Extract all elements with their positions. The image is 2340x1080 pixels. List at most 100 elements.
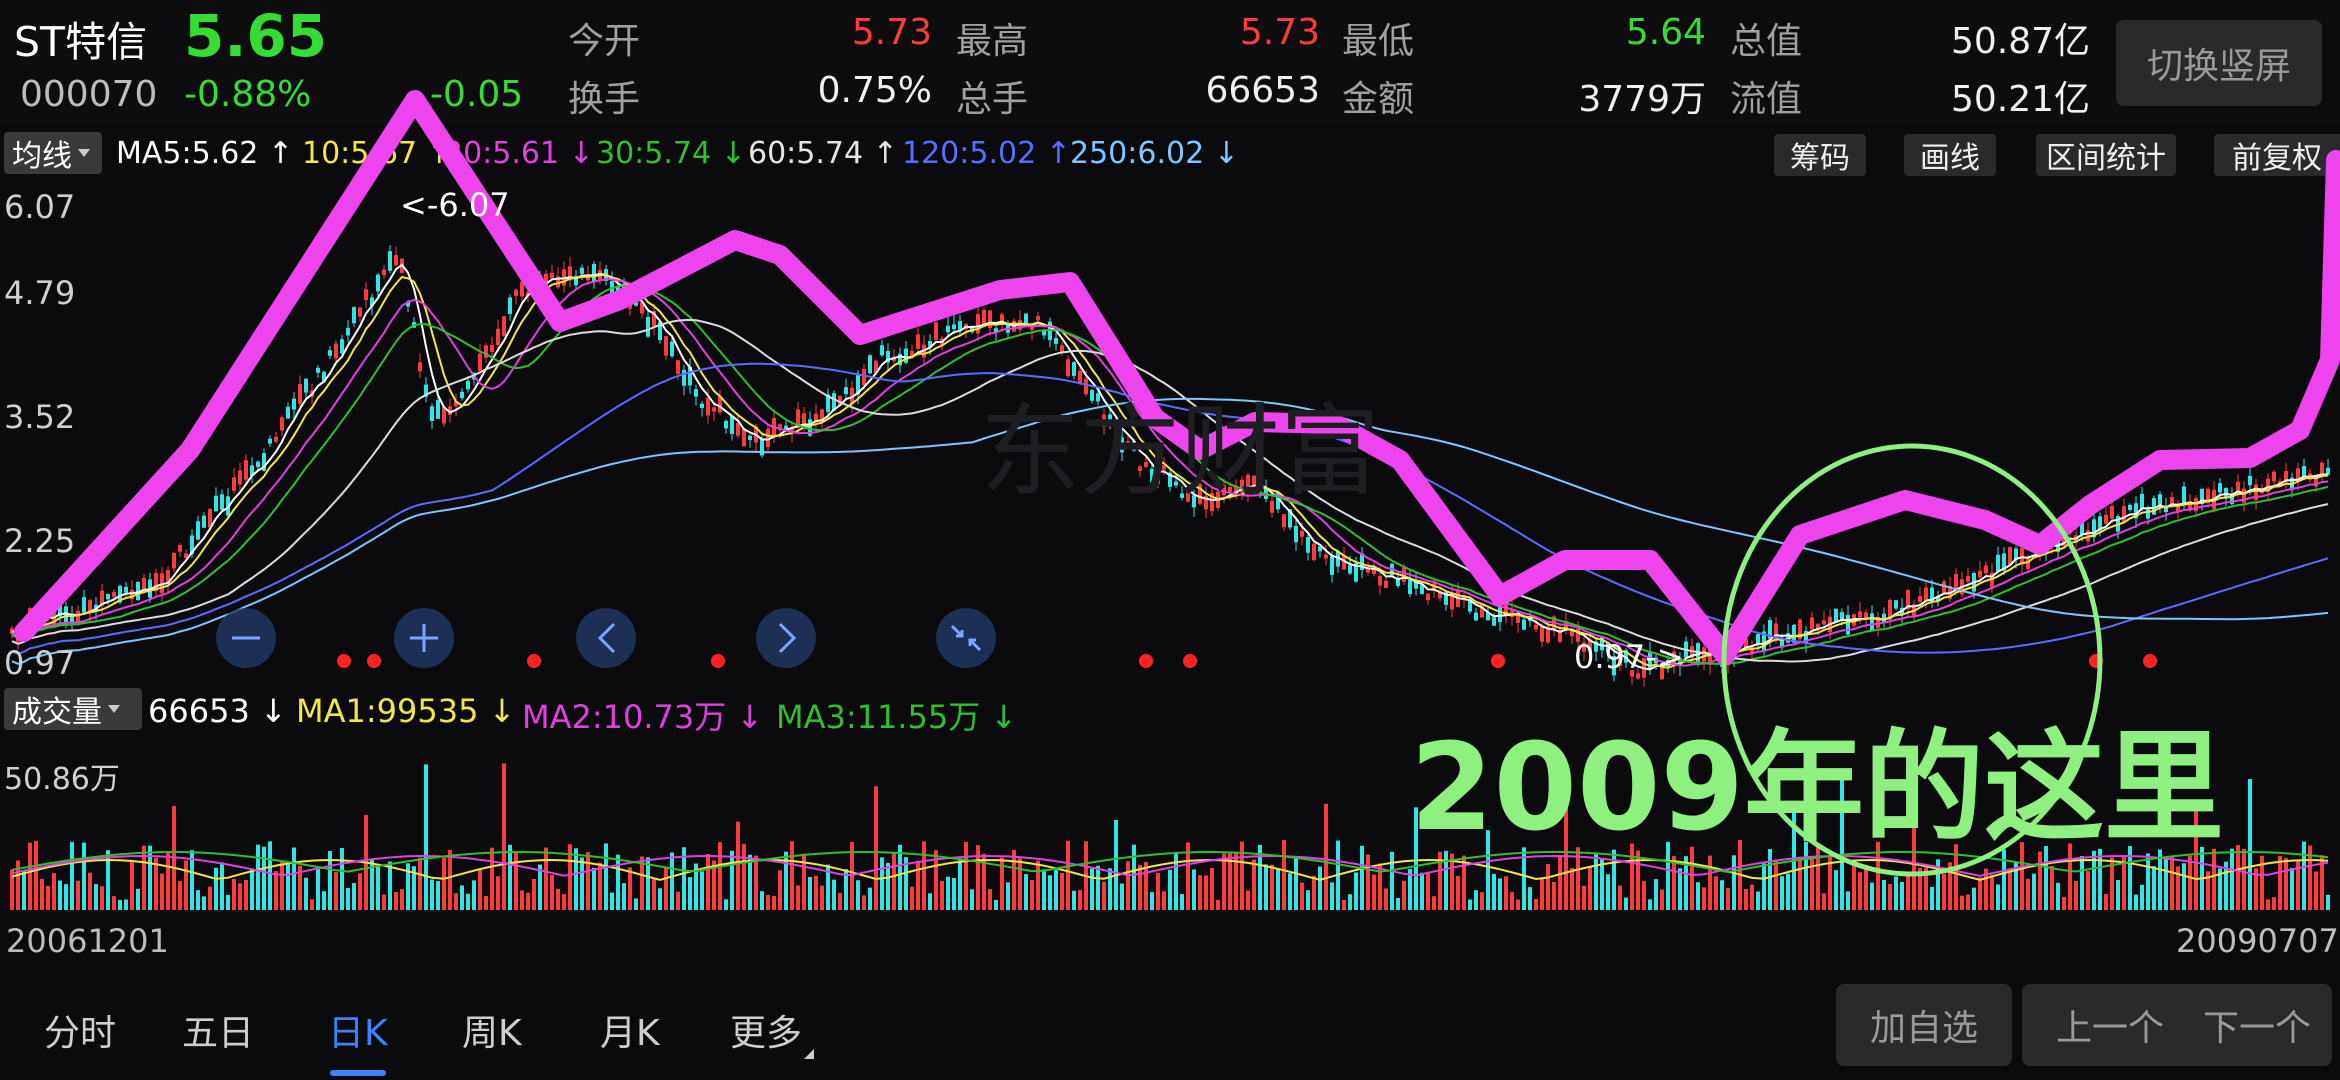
volume-bar (1378, 863, 1382, 910)
candle-body (136, 582, 140, 601)
candle-body (1024, 313, 1028, 325)
zoom-in-button[interactable] (394, 608, 454, 668)
scroll-left-button[interactable] (576, 608, 636, 668)
candle-body (178, 544, 182, 552)
draw-line-button[interactable]: 画线 (1904, 134, 1996, 176)
volume-bar (1528, 887, 1532, 910)
candle-body (130, 589, 134, 600)
volume-bar (1654, 879, 1658, 910)
volume-bar (1054, 869, 1058, 910)
chip-distribution-button[interactable]: 筹码 (1774, 134, 1866, 176)
zoom-out-button[interactable] (216, 608, 276, 668)
volume-bar (1780, 876, 1784, 910)
forward-adjust-button[interactable]: 前复权 (2214, 134, 2340, 176)
volume-bar (346, 887, 350, 910)
candle-body (562, 269, 566, 286)
low-price-marker: 0.97-> (1574, 638, 1684, 676)
change-amount: -0.05 (430, 74, 524, 115)
volume-bar (2122, 856, 2126, 910)
volume-bar (2152, 866, 2156, 910)
volume-bar (124, 899, 128, 910)
candle-body (724, 420, 728, 429)
volume-bar (1390, 851, 1394, 910)
quote-label-amount: 金额 (1342, 79, 1415, 120)
candle-body (376, 274, 380, 292)
volume-bar (1024, 874, 1028, 910)
candle-body (928, 341, 932, 347)
volume-bar (394, 891, 398, 910)
collapse-button[interactable] (936, 608, 996, 668)
candle-body (784, 425, 788, 430)
volume-bar (2110, 857, 2114, 910)
volume-bar (82, 842, 86, 910)
candle-body (406, 302, 410, 307)
candle-body (490, 344, 494, 353)
add-watchlist-button[interactable]: 加自选 (1836, 984, 2012, 1066)
candle-body (100, 590, 104, 606)
volume-bar (838, 892, 842, 910)
volume-bar (70, 841, 74, 910)
volume-bar (76, 880, 80, 910)
volume-bar (568, 844, 572, 910)
volume-bar (994, 899, 998, 910)
candle-body (1942, 581, 1946, 594)
volume-bar (2266, 899, 2270, 910)
previous-stock-button[interactable]: 上一个 (2022, 984, 2198, 1066)
volume-bar (598, 862, 602, 910)
candle-body (880, 345, 884, 356)
tab-weekly-k[interactable]: 周K (462, 1013, 522, 1054)
candle-body (658, 322, 662, 341)
volume-bar (1648, 899, 1652, 910)
period-tab-bar: 分时 五日 日K 周K 月K 更多 加自选 上一个 下一个 (0, 970, 2340, 1080)
volume-bar (1774, 859, 1778, 910)
volume-bar (298, 865, 302, 910)
volume-bar (322, 891, 326, 910)
volume-bar (826, 864, 830, 910)
tab-more[interactable]: 更多 (730, 1004, 815, 1059)
volume-bar (1678, 868, 1682, 910)
volume-bar (1684, 856, 1688, 910)
volume-bar (2062, 896, 2066, 910)
next-stock-button[interactable]: 下一个 (2182, 984, 2332, 1066)
volume-bar (1582, 885, 1586, 910)
volume-indicator-select[interactable]: 成交量 (4, 688, 142, 730)
candle-body (1744, 638, 1748, 650)
candle-body (742, 428, 746, 447)
candle-body (268, 438, 272, 444)
candle-body (1540, 626, 1544, 642)
scroll-right-button[interactable] (756, 608, 816, 668)
signal-dot (711, 654, 725, 668)
tab-five-day[interactable]: 五日 (182, 1013, 255, 1054)
candle-body (364, 289, 368, 301)
volume-bar (1336, 840, 1340, 910)
range-stats-button[interactable]: 区间统计 (2036, 134, 2176, 176)
volume-bar (214, 867, 218, 910)
candle-body (844, 387, 848, 395)
volume-bar (400, 889, 404, 910)
ma-type-select[interactable]: 均线 (4, 132, 102, 174)
candle-body (1984, 565, 1988, 574)
corner-triangle-icon (804, 1049, 815, 1059)
switch-portrait-button[interactable]: 切换竖屏 (2116, 20, 2322, 106)
candle-body (1936, 596, 1940, 601)
volume-bar (1366, 854, 1370, 910)
volume-bar (1498, 878, 1502, 910)
volume-bar (814, 875, 818, 910)
candle-body (664, 336, 668, 356)
tab-intraday[interactable]: 分时 (44, 1013, 117, 1054)
candle-body (412, 322, 416, 328)
volume-bar (1846, 891, 1850, 910)
candle-body (2320, 462, 2324, 476)
candle-body (2044, 542, 2048, 552)
candle-body (1882, 613, 1886, 623)
volume-bar (1330, 882, 1334, 910)
volume-bar (1474, 890, 1478, 910)
tab-monthly-k[interactable]: 月K (600, 1013, 660, 1054)
volume-bar (1150, 892, 1154, 910)
candle-body (982, 309, 986, 328)
volume-bar (1078, 890, 1082, 910)
volume-bar (1858, 872, 1862, 910)
tab-daily-k[interactable]: 日K (328, 1013, 388, 1054)
candle-body (550, 272, 554, 279)
candle-body (328, 350, 332, 356)
